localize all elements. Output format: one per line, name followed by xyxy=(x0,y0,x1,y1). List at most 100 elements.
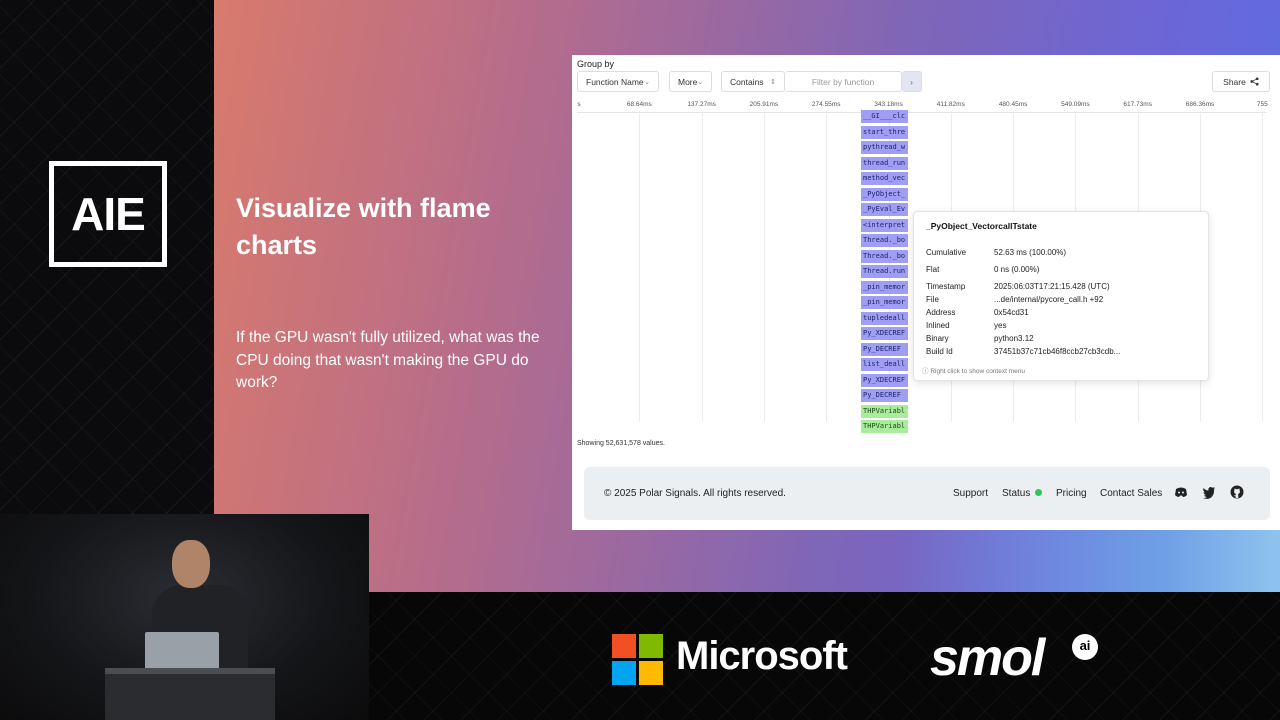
flame-frame[interactable]: THPVariabl xyxy=(861,420,908,433)
tooltip-row: Binary python3.12 xyxy=(926,334,1206,343)
flame-frame[interactable]: _pin_memor xyxy=(861,280,908,294)
flame-frame[interactable]: Py_DECREF xyxy=(861,389,908,402)
flame-frame[interactable]: start_thre xyxy=(861,125,908,139)
flame-frame[interactable]: tupledeall xyxy=(861,311,908,325)
axis-tick-label: 755 xyxy=(1256,101,1268,108)
axis-tick-label: 480.45ms xyxy=(998,101,1028,108)
status-link[interactable]: Status xyxy=(1002,488,1043,499)
contact-sales-link[interactable]: Contact Sales xyxy=(1100,488,1163,499)
flame-frame[interactable]: Py_XDECREF xyxy=(861,373,908,387)
group-by-label: Group by xyxy=(577,59,615,69)
status-label: Status xyxy=(1002,488,1031,499)
discord-icon[interactable] xyxy=(1174,485,1188,499)
tooltip-key: Inlined xyxy=(926,321,950,330)
tooltip-row: Timestamp 2025:06:03T17:21:15.428 (UTC) xyxy=(926,282,1206,291)
axis-tick-label: 343.18ms xyxy=(874,101,903,108)
speaker-head xyxy=(172,540,210,588)
smol-ai-badge: ai xyxy=(1072,634,1098,660)
gridline xyxy=(639,111,641,422)
share-button[interactable]: Share xyxy=(1212,71,1270,92)
pricing-link[interactable]: Pricing xyxy=(1056,488,1087,499)
flame-frame[interactable]: method_vec xyxy=(861,172,908,185)
flame-frame[interactable]: __GI___clc xyxy=(861,110,908,123)
tooltip-value: 2025:06:03T17:21:15.428 (UTC) xyxy=(994,282,1110,291)
group-by-select[interactable]: Function Name ⌄ xyxy=(577,71,659,92)
tooltip-row: Cumulative 52.63 ms (100.00%) xyxy=(926,248,1206,257)
time-axis: s 68.64ms 137.27ms 205.91ms 274.55ms 343.18ms… xyxy=(577,99,1268,113)
axis-tick-label: 205.91ms xyxy=(749,101,779,108)
tooltip-value: 0 ns (0.00%) xyxy=(994,265,1040,274)
chevron-right-icon: › xyxy=(910,76,913,87)
group-by-value: Function Name xyxy=(586,76,644,87)
filter-input[interactable]: Filter by function xyxy=(785,71,902,92)
tooltip-key: File xyxy=(926,295,939,304)
tooltip-title: _PyObject_VectorcallTstate xyxy=(926,221,1037,231)
slide-glow xyxy=(900,530,1280,592)
tooltip-row: File ...de/internal/pycore_call.h +92 xyxy=(926,295,1206,304)
tooltip-row: Inlined yes xyxy=(926,321,1206,330)
gridline xyxy=(701,111,703,422)
laptop xyxy=(145,632,219,670)
tooltip-key: Build Id xyxy=(926,347,953,356)
podium xyxy=(105,668,275,720)
axis-tick-label: 617.73ms xyxy=(1123,101,1152,108)
tooltip-key: Binary xyxy=(926,334,949,343)
flame-frame[interactable]: <interpret xyxy=(861,218,908,232)
filter-submit-button[interactable]: › xyxy=(902,71,922,92)
tooltip-key: Flat xyxy=(926,265,940,274)
gridline xyxy=(826,111,828,422)
microsoft-wordmark: Microsoft xyxy=(676,634,848,678)
tooltip-value: python3.12 xyxy=(994,334,1034,343)
tooltip-key: Address xyxy=(926,308,956,317)
updown-icon: ⇕ xyxy=(770,78,776,86)
flame-frame[interactable]: Thread.run xyxy=(861,265,908,278)
gridline xyxy=(763,111,765,422)
axis-tick-label: 686.36ms xyxy=(1185,101,1215,108)
flame-frame[interactable]: Thread._bo xyxy=(861,234,908,247)
profiler-panel: Group by Function Name ⌄ More ⌄ Contains… xyxy=(572,55,1280,530)
showing-values: Showing 52,631,578 values. xyxy=(577,440,665,447)
frame-tooltip: _PyObject_VectorcallTstate Cumulative 52.… xyxy=(913,211,1209,381)
flame-frame[interactable]: Py_DECREF xyxy=(861,342,908,356)
share-label: Share xyxy=(1223,76,1246,87)
slide-title: Visualize with flame charts xyxy=(236,193,491,260)
more-select[interactable]: More ⌄ xyxy=(669,71,712,92)
tooltip-hint: ⓘ Right click to show context menu xyxy=(922,365,1025,375)
chevron-down-icon: ⌄ xyxy=(697,78,704,86)
flame-frame[interactable]: THPVariabl xyxy=(861,404,908,418)
flame-frame[interactable]: pythread_w xyxy=(861,141,908,154)
slide-body: If the GPU wasn't fully utilized, what w… xyxy=(236,329,540,391)
tooltip-value: 37451b37c71cb46f8ccb27cb3cdb... xyxy=(994,347,1121,356)
flame-frame[interactable]: list_deall xyxy=(861,358,908,371)
github-icon[interactable] xyxy=(1230,485,1244,499)
flame-frame[interactable]: _pin_memor xyxy=(861,296,908,309)
status-dot xyxy=(1035,489,1043,496)
microsoft-logo-icon xyxy=(612,634,663,685)
flame-frame[interactable]: Thread._bo xyxy=(861,249,908,263)
flame-frame[interactable]: _PyObject_ xyxy=(861,187,908,201)
support-link[interactable]: Support xyxy=(953,488,989,499)
flame-frame[interactable]: Py_XDECREF xyxy=(861,327,908,340)
axis-tick-label: 137.27ms xyxy=(687,101,716,108)
tooltip-hint-text: Right click to show context menu xyxy=(930,368,1025,375)
flame-frame[interactable]: _PyEval_Ev xyxy=(861,203,908,216)
aie-logo: AIE xyxy=(49,161,167,267)
match-mode-select[interactable]: Contains ⇕ xyxy=(721,71,785,92)
tooltip-value: 0x54cd31 xyxy=(994,308,1029,317)
tooltip-row: Build Id 37451b37c71cb46f8ccb27cb3cdb... xyxy=(926,347,1206,356)
aie-logo-text: AIE xyxy=(71,188,146,240)
tooltip-value: yes xyxy=(994,321,1007,330)
flame-frame[interactable]: thread_run xyxy=(861,156,908,170)
axis-tick-label: 68.64ms xyxy=(626,101,652,108)
share-icon xyxy=(1250,77,1259,86)
info-icon: ⓘ xyxy=(922,368,929,375)
tooltip-row: Address 0x54cd31 xyxy=(926,308,1206,317)
match-mode-value: Contains xyxy=(730,76,764,87)
more-label: More xyxy=(678,76,698,87)
twitter-icon[interactable] xyxy=(1202,485,1216,499)
smol-wordmark: smol xyxy=(930,629,1045,687)
footer: © 2025 Polar Signals. All rights reserve… xyxy=(584,467,1270,520)
gridline xyxy=(1262,111,1263,422)
axis-tick-label: 411.82ms xyxy=(936,101,965,108)
axis-tick-label: 549.09ms xyxy=(1061,101,1090,108)
